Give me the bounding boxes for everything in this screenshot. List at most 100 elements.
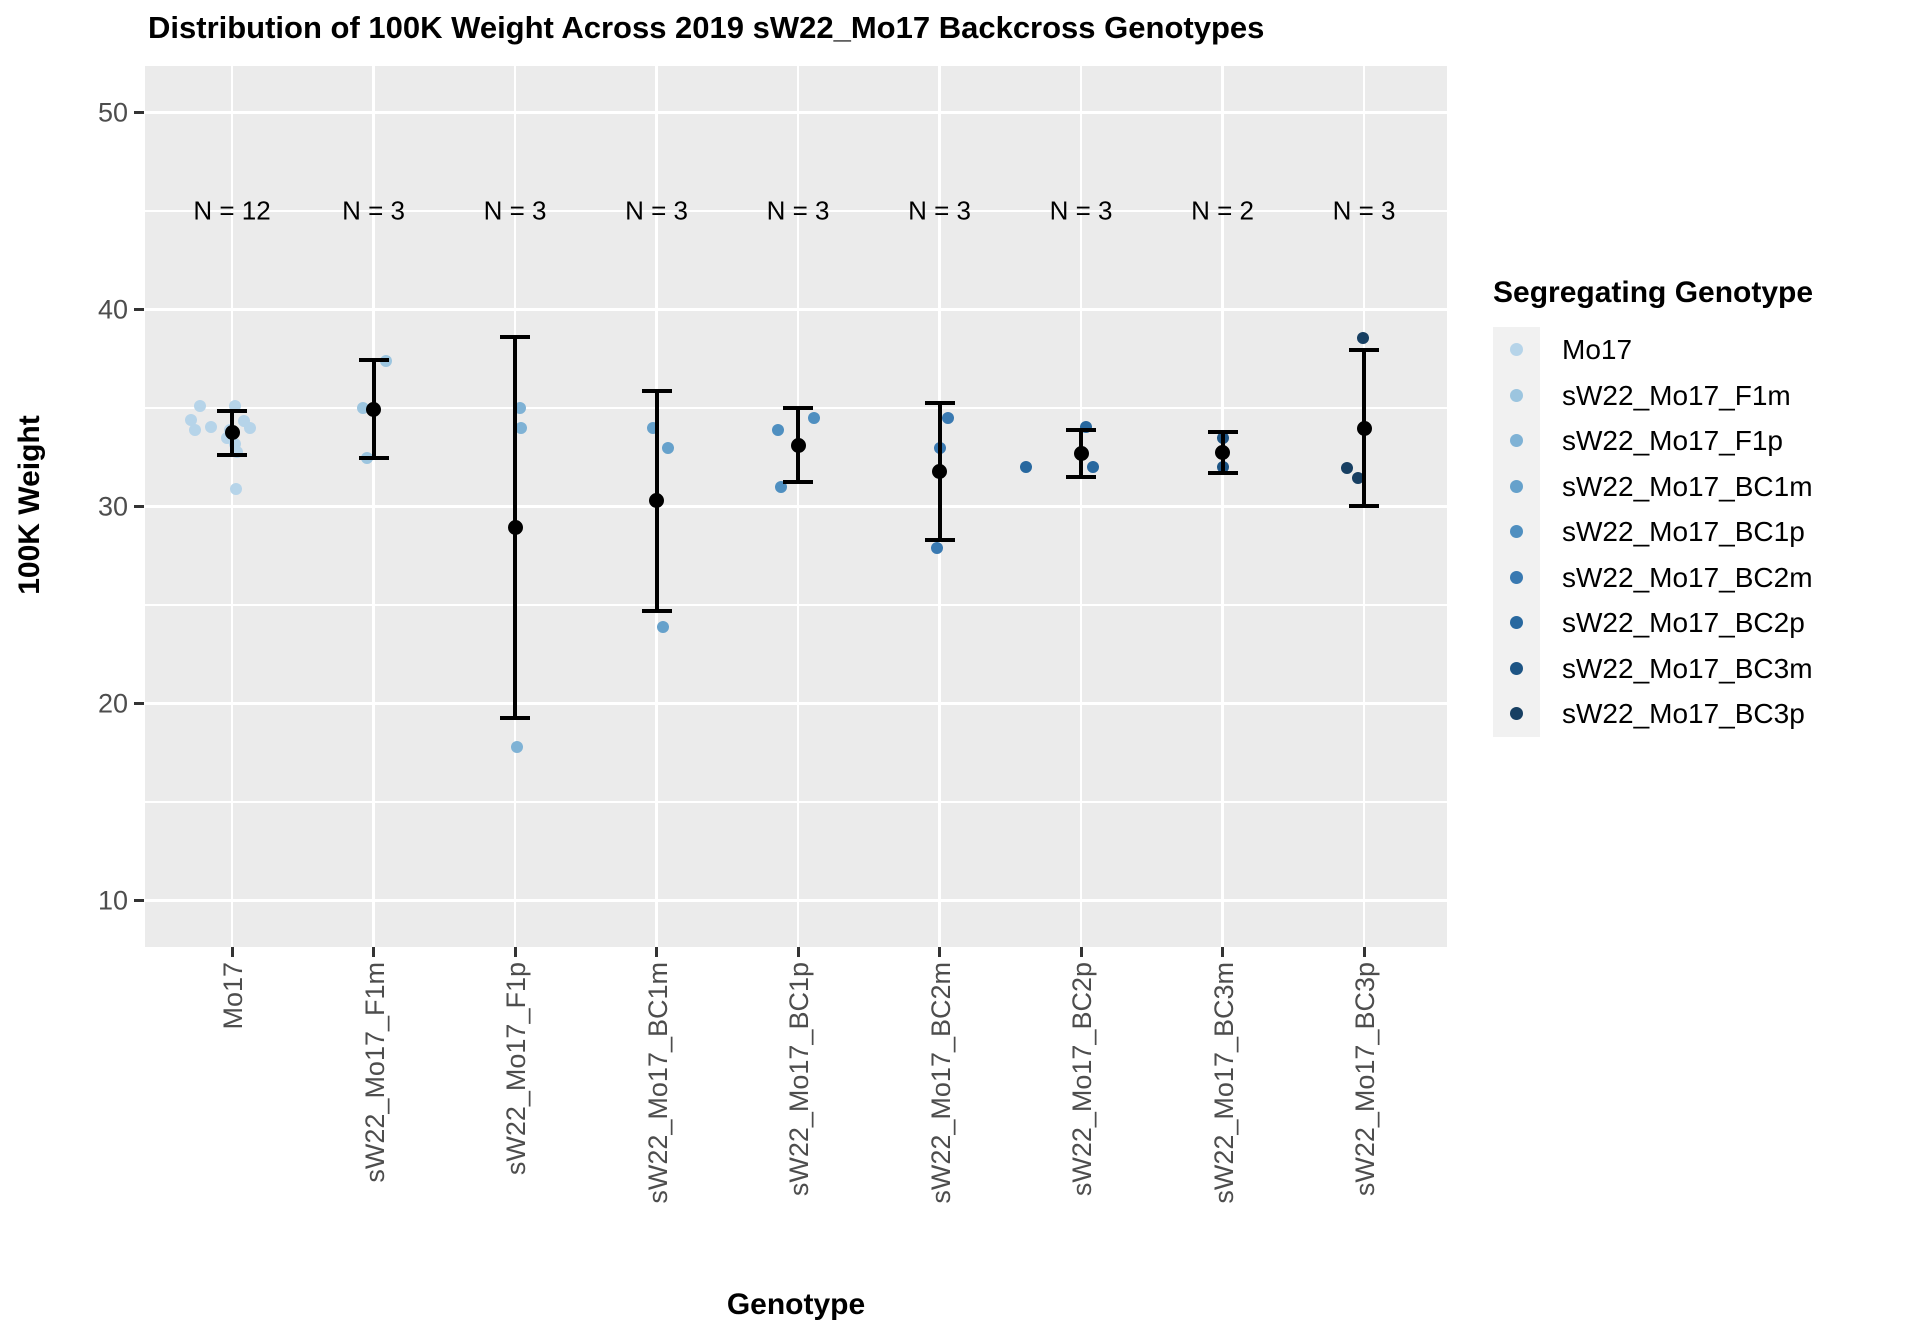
jitter-point	[656, 620, 669, 633]
jitter-point	[772, 423, 784, 436]
sample-size-label: N = 3	[625, 195, 688, 226]
error-bar-cap-top	[358, 358, 389, 363]
grid-major-vertical	[230, 66, 234, 947]
x-tick-mark	[796, 947, 800, 957]
grid-major-vertical	[796, 66, 800, 947]
legend-key	[1493, 691, 1540, 737]
jitter-point	[1087, 461, 1099, 474]
y-tick-mark	[134, 308, 144, 312]
error-bar-cap-bottom	[1349, 504, 1379, 509]
x-tick-label: sW22_Mo17_BC1p	[784, 962, 814, 1197]
x-axis-title: Genotype	[726, 1288, 866, 1321]
legend-key	[1493, 372, 1540, 419]
x-tick-label: sW22_Mo17_F1m	[359, 962, 390, 1183]
legend-key-dot	[1510, 570, 1523, 584]
mean-point	[649, 493, 664, 509]
jitter-point	[356, 402, 369, 415]
error-bar-cap-bottom	[1207, 471, 1238, 476]
y-tick-label: 10	[97, 885, 128, 916]
mean-point	[790, 437, 806, 453]
mean-point	[366, 401, 381, 417]
error-bar-cap-top	[1207, 429, 1238, 434]
mean-point	[1073, 446, 1089, 462]
x-tick-label: Mo17	[218, 962, 248, 1030]
x-tick-label: sW22_Mo17_BC3m	[1208, 962, 1239, 1204]
y-tick-mark	[134, 111, 144, 115]
jitter-point	[808, 412, 820, 425]
x-tick-mark	[372, 947, 375, 957]
legend-key-dot	[1510, 661, 1523, 675]
sample-size-label: N = 2	[1191, 195, 1254, 226]
jitter-point	[230, 482, 242, 495]
sample-size-label: N = 3	[483, 195, 547, 226]
grid-minor-horizontal	[145, 801, 1447, 803]
y-tick-label: 20	[97, 688, 128, 719]
jitter-point	[185, 414, 197, 427]
grid-major-vertical	[372, 66, 375, 947]
y-tick-label: 40	[97, 294, 128, 325]
grid-major-horizontal	[145, 702, 1447, 705]
x-tick-mark	[513, 947, 517, 957]
error-bar-cap-bottom	[217, 453, 247, 458]
sample-size-label: N = 3	[908, 195, 971, 226]
jitter-point	[775, 481, 787, 493]
jitter-point	[1341, 462, 1353, 475]
grid-minor-horizontal	[145, 210, 1447, 212]
error-bar-cap-bottom	[358, 456, 389, 461]
x-tick-label: sW22_Mo17_F1p	[501, 962, 531, 1176]
mean-point	[507, 520, 523, 536]
legend-title: Segregating Genotype	[1493, 276, 1814, 309]
sample-size-label: N = 12	[193, 195, 271, 226]
legend-key	[1493, 463, 1540, 510]
y-tick-mark	[134, 505, 144, 509]
legend-item-label: sW22_Mo17_BC3p	[1562, 698, 1805, 729]
y-tick-mark	[134, 899, 144, 903]
x-tick-mark	[655, 947, 658, 957]
jitter-point	[514, 402, 526, 415]
error-bar-cap-bottom	[641, 608, 672, 613]
jitter-point	[205, 420, 217, 433]
x-tick-mark	[230, 947, 234, 957]
legend-item-label: sW22_Mo17_BC1m	[1562, 470, 1813, 502]
sample-size-label: N = 3	[1049, 195, 1113, 226]
x-tick-label: sW22_Mo17_BC2m	[925, 962, 956, 1204]
jitter-point	[189, 423, 201, 436]
legend-key	[1493, 509, 1540, 555]
mean-point	[1356, 420, 1372, 436]
legend-key-dot	[1510, 479, 1523, 493]
jitter-point	[1357, 332, 1369, 345]
error-bar-cap-top	[1349, 348, 1379, 353]
legend-key	[1493, 645, 1540, 692]
legend-item-label: Mo17	[1562, 334, 1633, 365]
grid-major-horizontal	[145, 505, 1447, 508]
legend-key	[1493, 600, 1540, 646]
legend-item-label: sW22_Mo17_BC1p	[1562, 516, 1805, 547]
x-tick-label: sW22_Mo17_BC3p	[1350, 962, 1380, 1197]
plot-panel: N = 12 N = 3 N = 3 N = 3 N = 3 N = 3 N = 3 N = …	[145, 66, 1447, 947]
error-bar-cap-bottom	[783, 479, 813, 484]
grid-major-vertical	[1079, 66, 1083, 947]
legend-key-dot	[1510, 388, 1523, 402]
error-bar-cap-bottom	[500, 716, 530, 721]
sample-size-label: N = 3	[766, 195, 830, 226]
legend-key-dot	[1510, 343, 1523, 356]
grid-major-horizontal	[145, 308, 1447, 311]
x-tick-mark	[1079, 947, 1083, 957]
legend-item-label: sW22_Mo17_BC2m	[1562, 561, 1813, 593]
legend-key-dot	[1510, 525, 1523, 538]
legend-key	[1493, 418, 1540, 464]
legend-key-dot	[1510, 707, 1523, 720]
sample-size-label: N = 3	[342, 195, 405, 226]
x-tick-mark	[1362, 947, 1366, 957]
legend-key	[1493, 554, 1540, 601]
x-tick-mark	[938, 947, 941, 957]
mean-point	[224, 425, 240, 441]
error-bar-cap-top	[217, 408, 247, 413]
legend-item-label: sW22_Mo17_BC2p	[1562, 607, 1805, 638]
x-tick-label: sW22_Mo17_BC2p	[1067, 962, 1097, 1197]
sample-size-label: N = 3	[1332, 195, 1396, 226]
jitter-point	[244, 421, 256, 434]
legend-item-label: sW22_Mo17_F1m	[1562, 379, 1791, 411]
legend-key	[1493, 327, 1540, 373]
